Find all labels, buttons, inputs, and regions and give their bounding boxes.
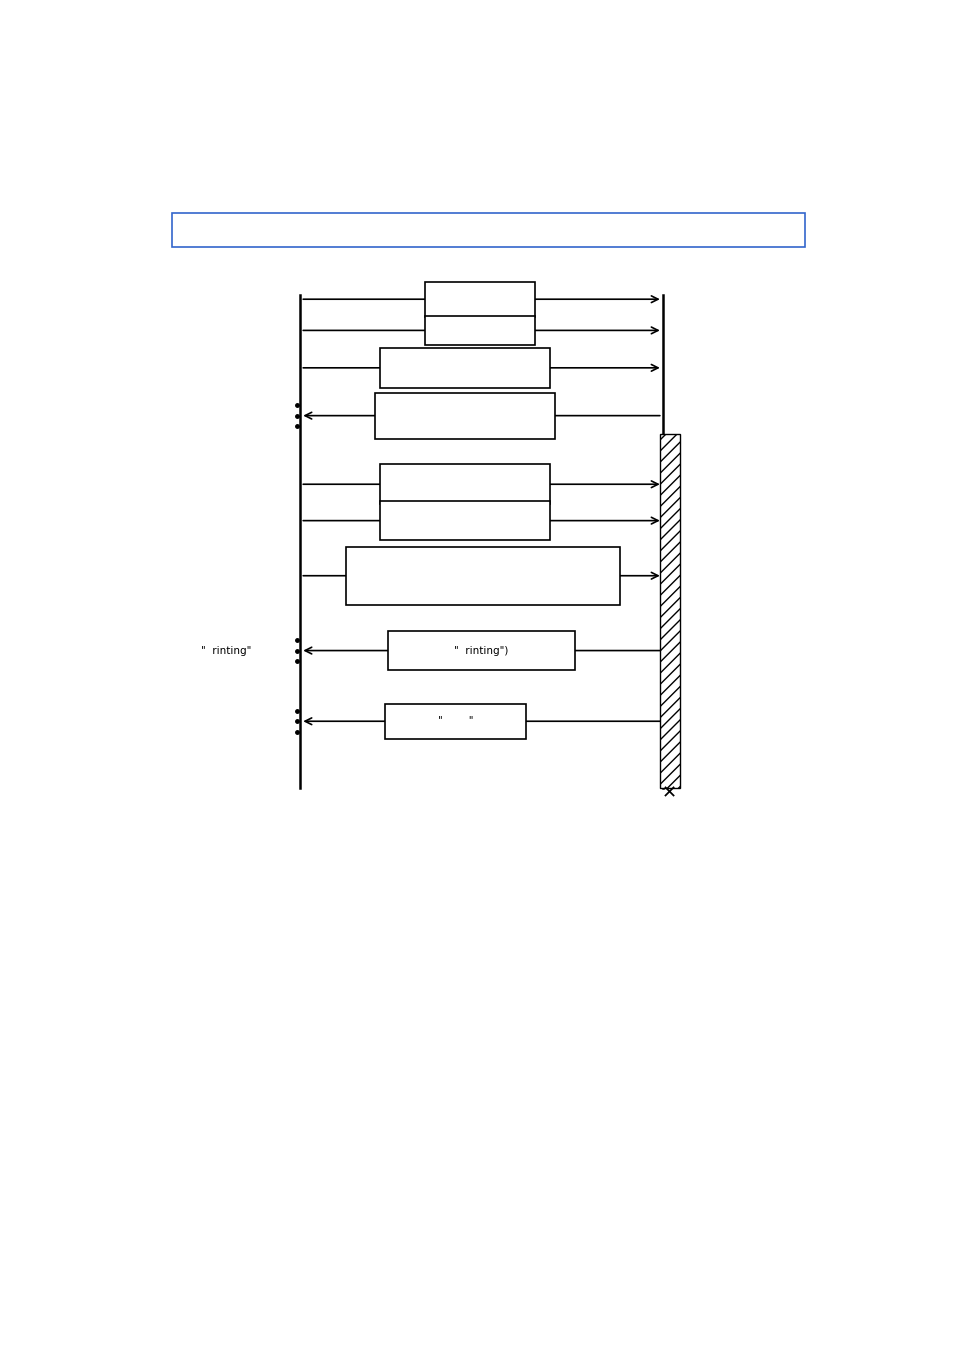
Text: "  rinting": " rinting" (201, 645, 252, 656)
Bar (659, 435, 679, 788)
Bar (380, 464, 550, 504)
Bar (172, 213, 804, 247)
Bar (375, 393, 555, 439)
Text: "  rinting"): " rinting") (454, 645, 508, 656)
Bar (385, 703, 525, 738)
Text: "        ": " " (437, 717, 473, 726)
Bar (346, 547, 619, 605)
Bar (425, 316, 535, 346)
Bar (425, 282, 535, 317)
Bar (380, 348, 550, 387)
Text: ✕: ✕ (661, 784, 677, 802)
Bar (380, 501, 550, 540)
Bar (388, 630, 574, 671)
